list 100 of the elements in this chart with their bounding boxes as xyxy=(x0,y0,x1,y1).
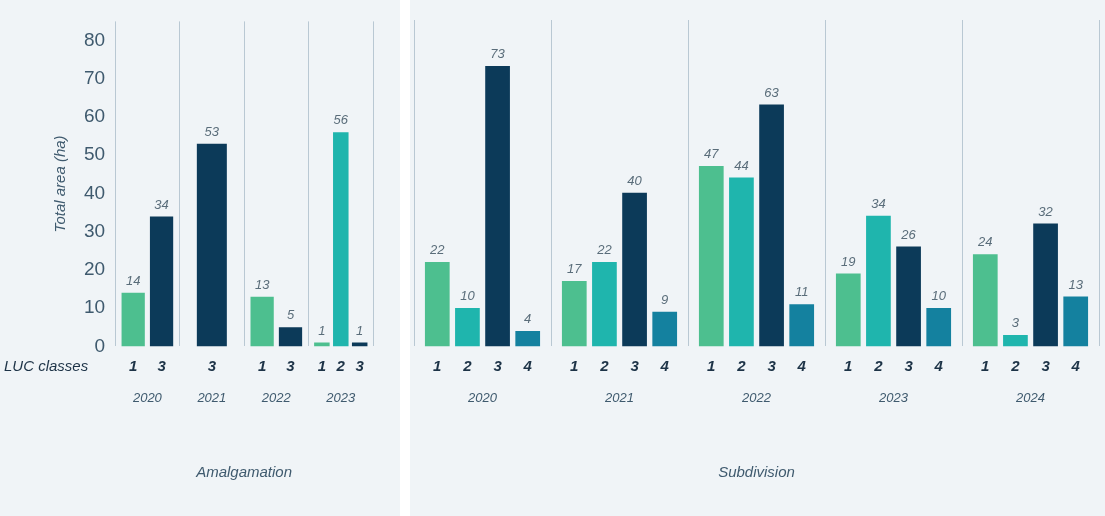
text: 4 xyxy=(1071,356,1080,374)
data-label: 4 xyxy=(524,311,532,327)
text: 2 xyxy=(1011,356,1020,374)
bar xyxy=(926,308,952,347)
bar xyxy=(1003,334,1028,347)
data-label: 19 xyxy=(841,253,856,269)
data-label: 63 xyxy=(764,84,780,100)
data-label: 32 xyxy=(1038,203,1054,219)
text: 4 xyxy=(934,356,943,374)
x-tick-label: 2021 xyxy=(196,389,227,405)
series-label: 3 xyxy=(157,356,167,374)
x-tick-label: 2022 xyxy=(260,389,292,405)
data-label: 56 xyxy=(333,112,349,128)
x-tick-label: 2024 xyxy=(1015,389,1045,405)
legend-title: LUC classes xyxy=(4,356,89,374)
text: 1 xyxy=(257,356,267,374)
data-label: 11 xyxy=(794,284,809,300)
data-label: 40 xyxy=(627,172,643,188)
bar xyxy=(515,331,541,347)
bar xyxy=(424,261,450,347)
data-label: 53 xyxy=(204,123,220,139)
data-label: 10 xyxy=(931,288,947,304)
bar xyxy=(972,254,998,347)
x-tick-label: 2023 xyxy=(325,389,357,405)
data-label: 34 xyxy=(871,195,886,211)
text: 1 xyxy=(707,356,716,374)
y-tick-label: 0 xyxy=(94,334,106,356)
data-label: 13 xyxy=(254,276,271,292)
y-tick-label: 80 xyxy=(83,28,106,50)
text: 1 xyxy=(844,356,853,374)
text: 4 xyxy=(660,356,669,374)
y-tick-label: 40 xyxy=(83,181,106,203)
bar xyxy=(278,327,303,347)
bar xyxy=(1063,296,1089,347)
bar xyxy=(896,246,921,347)
data-label: 17 xyxy=(567,261,583,277)
text: 3 xyxy=(630,356,639,374)
x-tick-label: 2021 xyxy=(604,389,634,405)
bar xyxy=(729,177,754,347)
text: 3 xyxy=(904,356,913,374)
x-tick-label: 2022 xyxy=(741,389,772,405)
bar xyxy=(561,281,587,347)
bar xyxy=(121,292,145,347)
data-label: 5 xyxy=(286,307,295,323)
series-label: 1 xyxy=(129,356,138,374)
data-label: 44 xyxy=(734,157,749,173)
y-tick-label: 30 xyxy=(83,219,106,241)
bar xyxy=(622,192,647,347)
data-label: 3 xyxy=(1011,314,1020,330)
x-tick-label: 2020 xyxy=(131,389,163,405)
y-tick-label: 60 xyxy=(83,105,106,127)
data-label: 22 xyxy=(429,242,446,258)
text: 1 xyxy=(981,356,990,374)
x-tick-label: 2020 xyxy=(467,389,498,405)
series-label: 2 xyxy=(335,356,346,374)
text: 2 xyxy=(737,356,746,374)
x-axis-title: Subdivision xyxy=(718,463,795,481)
bar xyxy=(835,273,861,347)
data-label: 34 xyxy=(154,196,169,212)
data-label: 1 xyxy=(356,322,364,338)
bar xyxy=(333,132,349,347)
data-label: 13 xyxy=(1068,276,1084,292)
bar xyxy=(455,308,480,347)
y-tick-label: 20 xyxy=(83,258,106,280)
data-label: 47 xyxy=(704,146,720,162)
bar xyxy=(250,296,274,347)
series-label: 1 xyxy=(433,356,442,374)
series-label: 3 xyxy=(493,356,503,374)
bar xyxy=(866,215,891,347)
text: 3 xyxy=(207,356,217,374)
bar xyxy=(759,104,784,347)
y-tick-label: 70 xyxy=(83,66,106,88)
bar xyxy=(652,311,678,347)
data-label: 10 xyxy=(460,288,476,304)
text: 3 xyxy=(286,356,295,374)
x-tick-label: 2023 xyxy=(878,389,909,405)
bar xyxy=(698,165,724,347)
bar xyxy=(592,261,617,347)
data-label: 26 xyxy=(900,226,917,242)
bar xyxy=(485,66,510,347)
y-tick-label: 10 xyxy=(83,296,106,318)
text: 4 xyxy=(797,356,806,374)
text: 1 xyxy=(317,356,327,374)
data-label: 14 xyxy=(125,272,141,288)
series-label: 2 xyxy=(462,356,473,374)
bar xyxy=(149,216,174,347)
text: 2 xyxy=(874,356,883,374)
data-label: 1 xyxy=(318,322,326,338)
text: 3 xyxy=(1041,356,1050,374)
text: 2 xyxy=(600,356,609,374)
y-axis-title: Total area (ha) xyxy=(51,135,69,233)
data-label: 9 xyxy=(661,291,669,307)
x-axis-title: Amalgamation xyxy=(195,463,293,481)
bar xyxy=(789,304,815,347)
data-label: 22 xyxy=(596,242,613,258)
data-label: 73 xyxy=(490,46,506,62)
text: 3 xyxy=(355,356,364,374)
data-label: 24 xyxy=(977,234,993,250)
series-label: 4 xyxy=(522,356,533,374)
y-tick-label: 50 xyxy=(83,143,106,165)
